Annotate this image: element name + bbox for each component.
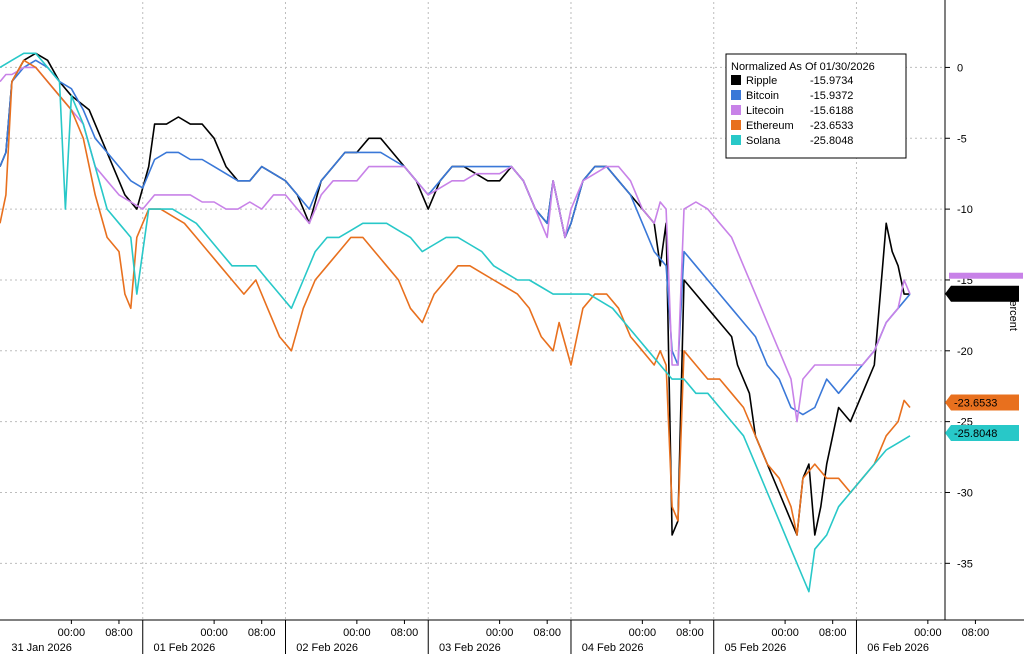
x-date-label: 06 Feb 2026	[867, 642, 929, 654]
x-tick-label: 00:00	[200, 627, 228, 639]
x-tick-label: 00:00	[58, 627, 86, 639]
series-line-ethereum	[0, 59, 911, 536]
x-date-label: 04 Feb 2026	[582, 642, 644, 654]
series-line-solana	[0, 52, 911, 593]
last-value-tag-text: -25.8048	[954, 428, 997, 440]
x-date-label: 31 Jan 2026	[11, 642, 72, 654]
last-value-tag-ripple: -15.9734	[945, 285, 1019, 302]
legend-name-litecoin: Litecoin	[746, 105, 784, 117]
legend-swatch-litecoin	[731, 105, 741, 115]
x-tick-label: 08:00	[819, 627, 847, 639]
legend-value-ethereum: -23.6533	[810, 120, 853, 132]
legend-title: Normalized As Of 01/30/2026	[731, 61, 875, 73]
legend-value-ripple: -15.9734	[810, 75, 853, 87]
last-value-tag-bg	[945, 425, 1019, 442]
last-value-tag-bg	[945, 394, 1019, 411]
x-tick-label: 00:00	[771, 627, 799, 639]
x-tick-label: 08:00	[248, 627, 276, 639]
x-tick-label: 00:00	[486, 627, 514, 639]
last-value-tag-litecoin	[949, 272, 1023, 279]
legend-name-bitcoin: Bitcoin	[746, 90, 779, 102]
legend-name-ripple: Ripple	[746, 75, 777, 87]
x-date-label: 02 Feb 2026	[296, 642, 358, 654]
series-line-bitcoin	[0, 59, 911, 416]
y-tick-label: -35	[957, 558, 973, 570]
y-tick-label: -20	[957, 346, 973, 358]
last-value-tag-bg	[945, 285, 1019, 302]
x-date-label: 05 Feb 2026	[724, 642, 786, 654]
last-value-tag-text: -15.9734	[954, 289, 997, 301]
legend-swatch-bitcoin	[731, 90, 741, 100]
legend-value-solana: -25.8048	[810, 135, 853, 147]
grid-layer	[0, 2, 945, 620]
legend-swatch-ethereum	[731, 120, 741, 130]
series-line-litecoin	[0, 66, 911, 423]
last-value-tag-text: -23.6533	[954, 398, 997, 410]
x-tick-label: 08:00	[391, 627, 419, 639]
legend-name-solana: Solana	[746, 135, 781, 147]
y-tick-label: -10	[957, 204, 973, 216]
x-date-label: 01 Feb 2026	[153, 642, 215, 654]
x-tick-label: 08:00	[533, 627, 561, 639]
series-layer	[0, 52, 911, 593]
x-tick-label: 08:00	[962, 627, 990, 639]
legend-value-bitcoin: -15.9372	[810, 90, 853, 102]
legend-swatch-solana	[731, 135, 741, 145]
x-tick-label: 00:00	[343, 627, 371, 639]
x-tick-label: 00:00	[914, 627, 942, 639]
legend-name-ethereum: Ethereum	[746, 120, 794, 132]
y-tick-label: 0	[957, 62, 963, 74]
last-value-tag-solana: -25.8048	[945, 425, 1019, 442]
y-tick-label: -30	[957, 487, 973, 499]
last-value-tag-ethereum: -23.6533	[945, 394, 1019, 411]
x-tick-label: 00:00	[629, 627, 657, 639]
y-axis-label: Percent	[1007, 293, 1019, 331]
y-tick-label: -5	[957, 133, 967, 145]
legend-box	[725, 53, 907, 159]
legend-value-litecoin: -15.6188	[810, 105, 853, 117]
x-tick-label: 08:00	[105, 627, 133, 639]
legend: Normalized As Of 01/30/2026 Ripple -15.973…	[725, 53, 907, 159]
legend-swatch-ripple	[731, 75, 741, 85]
x-date-label: 03 Feb 2026	[439, 642, 501, 654]
x-tick-label: 08:00	[676, 627, 704, 639]
